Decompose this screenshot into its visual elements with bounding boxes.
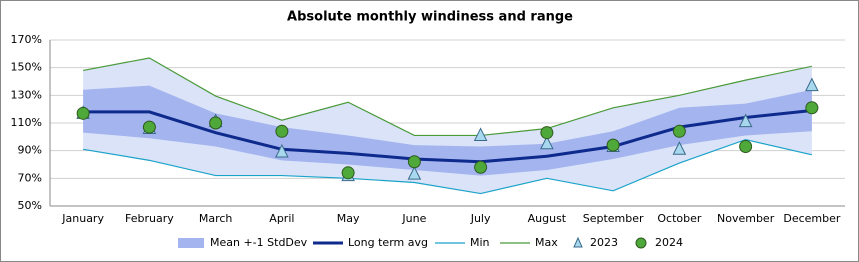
x-tick-label: May bbox=[337, 212, 360, 225]
marker-circle bbox=[540, 126, 554, 140]
series-line bbox=[83, 109, 813, 164]
marker-circle bbox=[407, 155, 421, 169]
y-tick-label: 130% bbox=[11, 88, 42, 101]
x-tick-label: March bbox=[199, 212, 233, 225]
stddev-band bbox=[83, 85, 812, 176]
range-area bbox=[83, 57, 812, 194]
x-tick-label: July bbox=[470, 212, 491, 225]
legend-label: 2023 bbox=[590, 236, 618, 249]
marker-circle bbox=[341, 166, 355, 180]
y-tick-label: 50% bbox=[18, 199, 42, 212]
y-tick-label: 70% bbox=[18, 171, 42, 184]
legend-swatch bbox=[635, 237, 647, 249]
legend-label: Min bbox=[470, 236, 490, 249]
x-tick-label: November bbox=[717, 212, 775, 225]
marker-triangle bbox=[738, 113, 753, 128]
legend-swatch bbox=[178, 238, 204, 248]
marker-circle bbox=[76, 106, 90, 120]
marker-triangle bbox=[805, 77, 819, 92]
marker-triangle bbox=[473, 127, 488, 141]
marker-triangle bbox=[540, 135, 554, 150]
marker-circle bbox=[474, 160, 488, 174]
marker-circle bbox=[209, 116, 223, 130]
marker-triangle bbox=[407, 166, 422, 180]
marker-triangle bbox=[672, 141, 687, 155]
chart-title: Absolute monthly windiness and range bbox=[287, 10, 573, 25]
marker-triangle bbox=[275, 143, 289, 158]
legend-label: Long term avg bbox=[348, 236, 428, 249]
marker-circle bbox=[739, 140, 753, 154]
x-tick-label: October bbox=[657, 212, 701, 225]
y-tick-label: 110% bbox=[11, 116, 42, 129]
x-tick-label: August bbox=[528, 212, 567, 225]
marker-circle bbox=[275, 124, 289, 138]
legend-swatch bbox=[573, 236, 583, 248]
legend-label: Max bbox=[535, 236, 558, 249]
x-tick-label: April bbox=[269, 212, 294, 225]
x-tick-label: June bbox=[401, 212, 426, 225]
marker-circle bbox=[805, 101, 819, 115]
legend-label: 2024 bbox=[655, 236, 683, 249]
x-tick-label: January bbox=[61, 212, 104, 225]
marker-circle bbox=[142, 120, 156, 134]
marker-circle bbox=[606, 138, 620, 152]
series-line bbox=[83, 138, 813, 195]
legend-label: Mean +-1 StdDev bbox=[210, 236, 308, 249]
y-tick-label: 90% bbox=[18, 144, 42, 157]
y-tick-label: 150% bbox=[11, 61, 42, 74]
x-tick-label: September bbox=[583, 212, 644, 225]
marker-circle bbox=[672, 124, 686, 138]
series-line bbox=[83, 57, 812, 137]
y-tick-label: 170% bbox=[11, 33, 42, 46]
x-tick-label: February bbox=[125, 212, 174, 225]
x-tick-label: December bbox=[783, 212, 841, 225]
